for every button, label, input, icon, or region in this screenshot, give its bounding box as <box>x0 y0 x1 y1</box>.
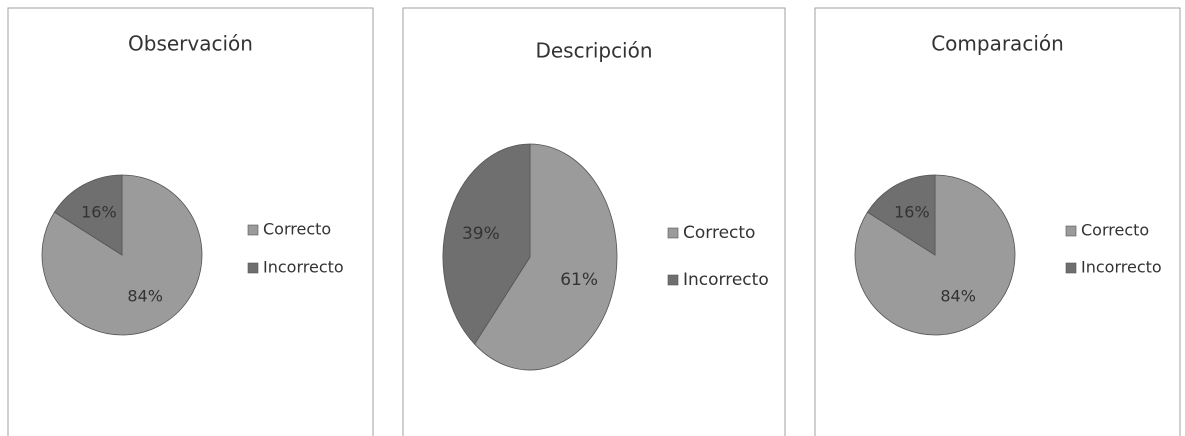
legend-label: Correcto <box>683 223 755 243</box>
data-label: 61% <box>560 270 598 290</box>
legend-label: Incorrecto <box>683 270 769 290</box>
legend-label: Incorrecto <box>1081 258 1162 277</box>
data-label: 16% <box>81 202 117 221</box>
legend-swatch <box>667 227 679 239</box>
legend-label: Correcto <box>1081 221 1149 240</box>
pie-slice <box>866 174 936 256</box>
legend-swatch <box>667 274 679 286</box>
chart-title: Comparación <box>931 32 1064 56</box>
legend-swatch <box>1065 262 1077 274</box>
legend-label: Correcto <box>263 220 331 239</box>
data-label: 39% <box>462 224 500 244</box>
legend-swatch <box>247 224 259 236</box>
data-label: 84% <box>940 287 976 306</box>
legend-swatch <box>1065 225 1077 237</box>
legend-swatch <box>247 262 259 274</box>
pie-slice <box>442 143 531 345</box>
pie-slice <box>474 143 618 371</box>
chart-title: Observación <box>128 32 253 56</box>
chart-title: Descripción <box>535 39 652 63</box>
data-label: 84% <box>127 287 163 306</box>
pie-slice <box>53 174 123 256</box>
legend-label: Incorrecto <box>263 258 344 277</box>
data-label: 16% <box>894 202 930 221</box>
